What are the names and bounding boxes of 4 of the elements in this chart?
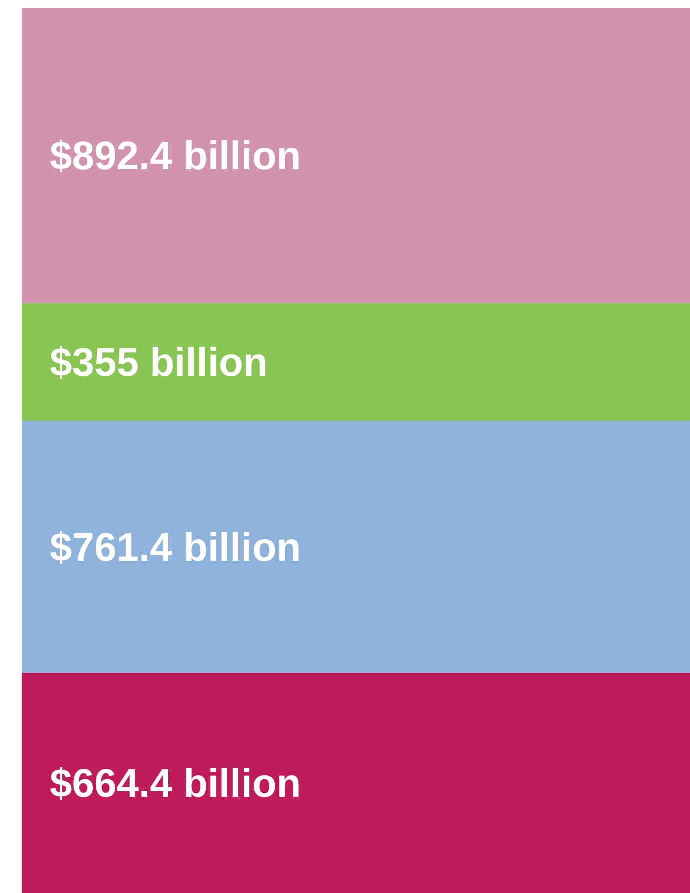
- data-label: $761.4 billion: [50, 526, 302, 570]
- data-label: $892.4 billion: [50, 134, 302, 179]
- data-label: $664.4 billion: [50, 762, 302, 806]
- data-label: $355 billion: [50, 341, 268, 386]
